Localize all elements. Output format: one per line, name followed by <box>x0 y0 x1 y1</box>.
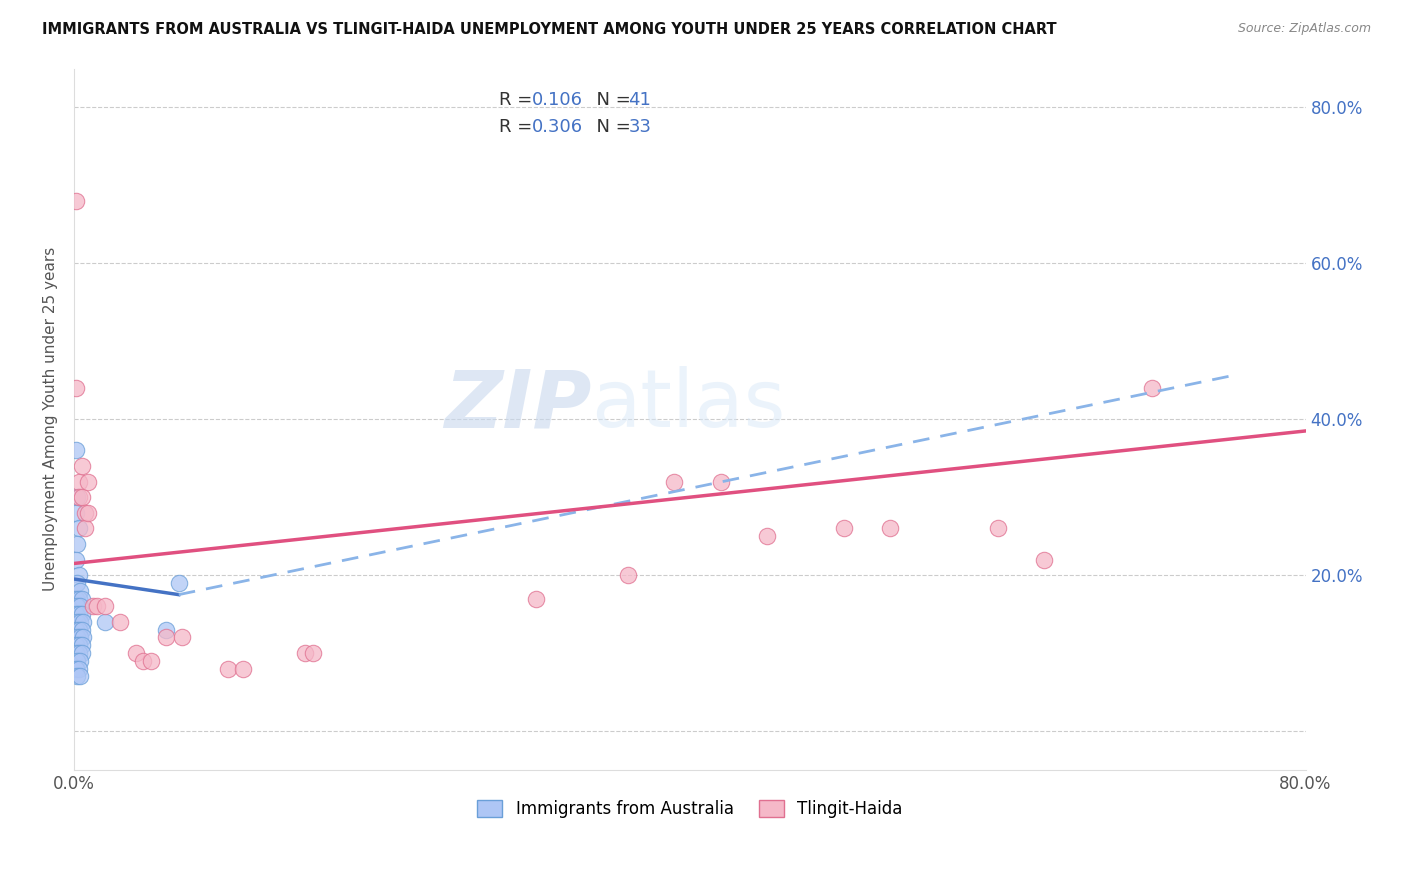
Text: R =: R = <box>499 118 538 136</box>
Point <box>879 521 901 535</box>
Text: 0.106: 0.106 <box>533 91 583 109</box>
Text: Source: ZipAtlas.com: Source: ZipAtlas.com <box>1237 22 1371 36</box>
Point <box>65 381 87 395</box>
Point <box>66 654 89 668</box>
Point <box>67 591 90 606</box>
Point <box>65 591 87 606</box>
Point <box>66 490 89 504</box>
Point <box>755 529 778 543</box>
Point <box>1140 381 1163 395</box>
Point <box>66 599 89 614</box>
Point <box>69 654 91 668</box>
Point <box>69 599 91 614</box>
Point <box>301 646 323 660</box>
Point <box>124 646 146 660</box>
Point <box>664 475 686 489</box>
Point <box>139 654 162 668</box>
Point <box>86 599 108 614</box>
Point <box>66 669 89 683</box>
Point <box>67 475 90 489</box>
Point <box>65 194 87 208</box>
Point <box>617 568 640 582</box>
Point <box>67 490 90 504</box>
Point <box>67 607 90 621</box>
Point <box>217 662 239 676</box>
Point <box>170 631 193 645</box>
Point <box>67 623 90 637</box>
Legend: Immigrants from Australia, Tlingit-Haida: Immigrants from Australia, Tlingit-Haida <box>471 793 910 825</box>
Text: 41: 41 <box>628 91 651 109</box>
Point <box>67 638 90 652</box>
Point <box>73 521 96 535</box>
Point <box>66 615 89 629</box>
Point <box>70 591 93 606</box>
Point <box>65 662 87 676</box>
Point <box>155 623 177 637</box>
Point <box>155 631 177 645</box>
Point <box>70 646 93 660</box>
Point <box>65 506 87 520</box>
Text: 0.306: 0.306 <box>533 118 583 136</box>
Point <box>110 615 132 629</box>
Point <box>72 631 94 645</box>
Point <box>77 506 100 520</box>
Text: N =: N = <box>585 118 637 136</box>
Text: R =: R = <box>499 91 538 109</box>
Point <box>69 669 91 683</box>
Point <box>94 599 117 614</box>
Point <box>65 623 87 637</box>
Point <box>65 443 87 458</box>
Point <box>72 615 94 629</box>
Point <box>73 506 96 520</box>
Point <box>167 576 190 591</box>
Point <box>82 599 104 614</box>
Point <box>710 475 733 489</box>
Point <box>67 521 90 535</box>
Point <box>1032 552 1054 566</box>
Point <box>70 638 93 652</box>
Point <box>65 552 87 566</box>
Point <box>67 646 90 660</box>
Point <box>67 662 90 676</box>
Point <box>232 662 254 676</box>
Point <box>524 591 547 606</box>
Point <box>94 615 117 629</box>
Point <box>66 537 89 551</box>
Point <box>65 646 87 660</box>
Point <box>66 576 89 591</box>
Point <box>70 490 93 504</box>
Point <box>69 615 91 629</box>
Text: IMMIGRANTS FROM AUSTRALIA VS TLINGIT-HAIDA UNEMPLOYMENT AMONG YOUTH UNDER 25 YEA: IMMIGRANTS FROM AUSTRALIA VS TLINGIT-HAI… <box>42 22 1057 37</box>
Point <box>69 631 91 645</box>
Point <box>66 631 89 645</box>
Point <box>65 607 87 621</box>
Point <box>832 521 855 535</box>
Point <box>70 623 93 637</box>
Point <box>294 646 316 660</box>
Point <box>67 568 90 582</box>
Text: 33: 33 <box>628 118 651 136</box>
Text: atlas: atlas <box>592 367 786 444</box>
Point <box>69 583 91 598</box>
Point <box>987 521 1010 535</box>
Y-axis label: Unemployment Among Youth under 25 years: Unemployment Among Youth under 25 years <box>44 247 58 591</box>
Point <box>70 458 93 473</box>
Point <box>77 475 100 489</box>
Text: N =: N = <box>585 91 637 109</box>
Point <box>70 607 93 621</box>
Point <box>65 638 87 652</box>
Point <box>132 654 155 668</box>
Text: ZIP: ZIP <box>444 367 592 444</box>
